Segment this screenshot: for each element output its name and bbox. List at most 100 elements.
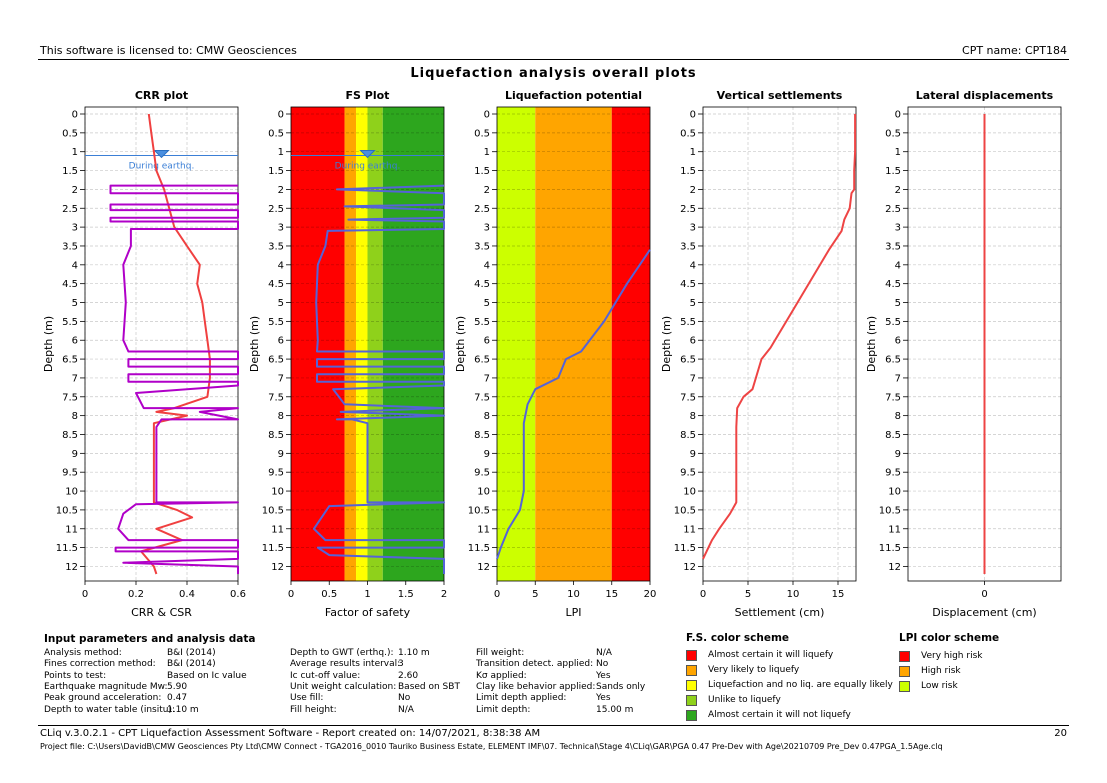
y-tick-label: 11 — [683, 524, 696, 535]
param-label: Limit depth applied: — [476, 693, 567, 704]
y-tick-label: 8 — [72, 411, 78, 422]
param-label: Fill height: — [290, 704, 337, 715]
legend-swatch — [899, 666, 910, 677]
y-tick-label: 3 — [278, 223, 284, 234]
y-tick-label: 5.5 — [885, 317, 901, 328]
y-tick-label: 5 — [278, 298, 284, 309]
x-tick-label: 0.4 — [179, 589, 195, 600]
y-tick-label: 7.5 — [680, 392, 696, 403]
x-axis-label: Factor of safety — [325, 606, 411, 619]
x-tick-label: 0 — [981, 589, 987, 600]
legend-label: Very likely to liquefy — [708, 665, 800, 675]
y-tick-label: 5.5 — [62, 317, 78, 328]
param-value: Sands only — [596, 681, 646, 692]
chart-1: FS Plot00.511.522.533.544.555.566.577.58… — [248, 89, 447, 619]
param-label: Depth to water table (insitu): — [44, 704, 176, 715]
param-value: 5.90 — [167, 681, 188, 692]
series-crr — [140, 113, 211, 575]
param-label: Fines correction method: — [44, 659, 156, 670]
y-tick-label: 6 — [690, 336, 696, 347]
series-lpi — [496, 249, 651, 560]
param-value: B&I (2014) — [167, 648, 216, 658]
param-value: 0.47 — [167, 693, 188, 704]
y-tick-label: 11 — [888, 524, 901, 535]
header-cpt-name: CPT name: CPT184 — [962, 44, 1067, 57]
param-value: Yes — [596, 670, 611, 681]
y-tick-label: 1.5 — [268, 166, 284, 177]
y-tick-label: 6 — [72, 336, 78, 347]
input-params-title: Input parameters and analysis data — [44, 633, 256, 645]
y-tick-label: 9.5 — [268, 468, 284, 479]
param-label: Transition detect. applied: — [476, 659, 594, 670]
y-tick-label: 9.5 — [680, 468, 696, 479]
y-tick-label: 2 — [72, 185, 78, 196]
chart-0: CRR plot00.511.522.533.544.555.566.577.5… — [42, 89, 246, 619]
x-axis-label: CRR & CSR — [131, 606, 192, 619]
y-tick-label: 6.5 — [62, 355, 78, 366]
plot-frame — [84, 106, 239, 582]
series-csr — [109, 184, 239, 574]
fs-scheme-title: F.S. color scheme — [686, 632, 790, 644]
main-title: Liquefaction analysis overall plots — [410, 66, 697, 81]
footer-software-line: CLiq v.3.0.2.1 - CPT Liquefaction Assess… — [40, 728, 541, 739]
param-label: Average results interval: — [290, 659, 401, 670]
legend-label: Liquefaction and no liq. are equally lik… — [708, 680, 893, 690]
y-tick-label: 1 — [278, 147, 284, 158]
legend-swatch — [899, 651, 910, 662]
x-tick-label: 2 — [441, 589, 447, 600]
y-tick-label: 12 — [888, 562, 901, 573]
legend-label: High risk — [921, 666, 961, 676]
y-tick-label: 0 — [72, 110, 78, 121]
x-axis-label: Displacement (cm) — [932, 606, 1036, 619]
y-tick-label: 6 — [278, 336, 284, 347]
param-label: Ic cut-off value: — [290, 670, 361, 681]
param-label: Depth to GWT (erthq.): — [290, 648, 394, 658]
y-tick-label: 9.5 — [885, 468, 901, 479]
x-tick-label: 0 — [82, 589, 88, 600]
y-tick-label: 7.5 — [474, 392, 490, 403]
y-tick-label: 7 — [895, 373, 901, 384]
y-tick-label: 0 — [484, 110, 490, 121]
y-tick-label: 2.5 — [268, 204, 284, 215]
y-tick-label: 12 — [271, 562, 284, 573]
risk-band — [535, 107, 612, 581]
param-value: N/A — [596, 648, 612, 658]
y-tick-label: 11 — [271, 524, 284, 535]
y-axis-label: Depth (m) — [248, 316, 261, 372]
y-tick-label: 7 — [484, 373, 490, 384]
legend-swatch — [899, 681, 910, 692]
footer-project-file: Project file: C:\Users\DavidB\CMW Geosci… — [40, 742, 943, 751]
y-tick-label: 1.5 — [62, 166, 78, 177]
legend-label: Very high risk — [921, 651, 983, 661]
y-tick-label: 10 — [271, 487, 284, 498]
footer-divider — [38, 725, 1069, 726]
y-tick-label: 8 — [484, 411, 490, 422]
x-tick-label: 15 — [832, 589, 845, 600]
x-tick-label: 1.5 — [398, 589, 414, 600]
y-tick-label: 10 — [888, 487, 901, 498]
param-label: Unit weight calculation: — [290, 681, 397, 692]
plot-frame — [496, 106, 651, 582]
x-tick-label: 0.6 — [230, 589, 246, 600]
y-tick-label: 0 — [278, 110, 284, 121]
header-license: This software is licensed to: CMW Geosci… — [40, 44, 297, 57]
plots-area: CRR plot00.511.522.533.544.555.566.577.5… — [42, 89, 1062, 619]
y-tick-label: 5 — [72, 298, 78, 309]
param-label: Points to test: — [44, 670, 107, 681]
risk-band — [344, 107, 357, 581]
x-tick-label: 10 — [787, 589, 800, 600]
legend-label: Almost certain it will not liquefy — [708, 710, 851, 720]
legend-swatch — [686, 665, 697, 676]
y-tick-label: 1 — [484, 147, 490, 158]
y-tick-label: 9 — [690, 449, 696, 460]
gwt-annotation: During earthq. — [129, 161, 195, 171]
y-tick-label: 1.5 — [680, 166, 696, 177]
y-tick-label: 2 — [484, 185, 490, 196]
y-tick-label: 7.5 — [885, 392, 901, 403]
x-tick-label: 0 — [494, 589, 500, 600]
y-tick-label: 3 — [484, 223, 490, 234]
y-tick-label: 7.5 — [62, 392, 78, 403]
y-tick-label: 11 — [477, 524, 490, 535]
param-label: Earthquake magnitude Mw: — [44, 681, 168, 692]
param-value: 3 — [398, 659, 404, 670]
